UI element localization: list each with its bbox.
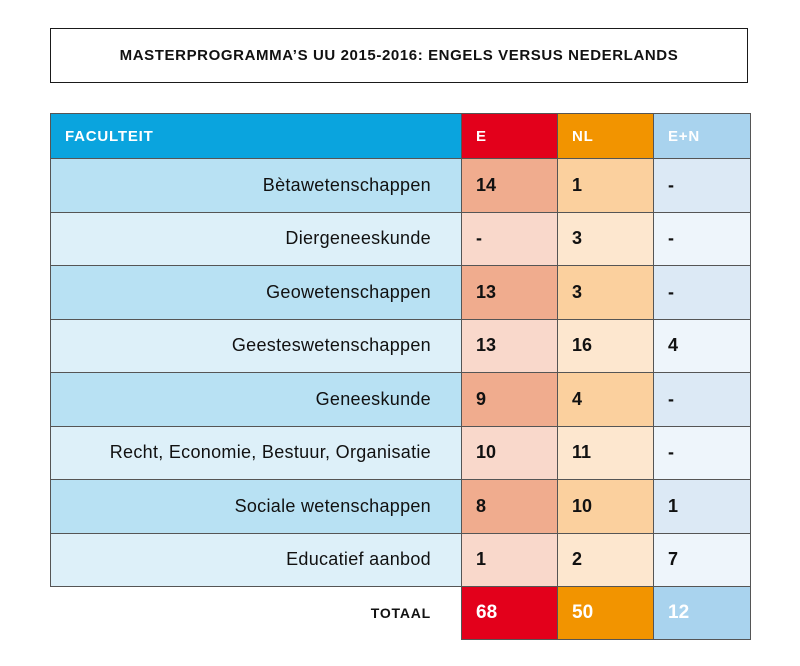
chart-title: MASTERPROGRAMMA’S UU 2015-2016: ENGELS V… <box>50 28 748 83</box>
table-row: Diergeneeskunde -3- <box>50 211 751 266</box>
e-n-value-cell: - <box>653 211 751 266</box>
table-row: Bètawetenschappen 14 1- <box>50 158 751 213</box>
table-row: Educatief aanbod 1 2 7 <box>50 532 751 587</box>
total-e-n-cell: 12 <box>653 586 751 640</box>
nl-value-cell: 16 <box>557 318 654 373</box>
column-header-e: E <box>461 113 558 159</box>
nl-value-cell: 11 <box>557 425 654 480</box>
e-value-cell: 14 <box>461 158 558 213</box>
table-row: Sociale wetenschappen 8 10 1 <box>50 479 751 534</box>
table-row: Geesteswetenschappen 13 16 4 <box>50 318 751 373</box>
total-row: TOTAAL 68 50 12 <box>50 586 751 640</box>
nl-value-cell: 3 <box>557 211 654 266</box>
column-header-e-n: E+N <box>653 113 751 159</box>
nl-value-cell: 10 <box>557 479 654 534</box>
nl-value-cell: 1 <box>557 158 654 213</box>
faculteit-cell: Recht, Economie, Bestuur, Organisatie <box>50 425 462 480</box>
e-value-cell: - <box>461 211 558 266</box>
faculteit-cell: Geowetenschappen <box>50 265 462 320</box>
column-header-faculteit: FACULTEIT <box>50 113 462 159</box>
e-value-cell: 13 <box>461 318 558 373</box>
faculteit-cell: Educatief aanbod <box>50 532 462 587</box>
table-row: Geneeskunde 9 4- <box>50 372 751 427</box>
e-value-cell: 9 <box>461 372 558 427</box>
faculteit-cell: Diergeneeskunde <box>50 211 462 266</box>
total-label: TOTAAL <box>50 586 462 640</box>
e-n-value-cell: - <box>653 425 751 480</box>
e-value-cell: 10 <box>461 425 558 480</box>
table-row: Geowetenschappen 13 3- <box>50 265 751 320</box>
faculteit-cell: Geesteswetenschappen <box>50 318 462 373</box>
e-value-cell: 1 <box>461 532 558 587</box>
e-n-value-cell: - <box>653 265 751 320</box>
faculteit-cell: Geneeskunde <box>50 372 462 427</box>
nl-value-cell: 4 <box>557 372 654 427</box>
e-n-value-cell: 4 <box>653 318 751 373</box>
e-value-cell: 8 <box>461 479 558 534</box>
faculteit-cell: Sociale wetenschappen <box>50 479 462 534</box>
faculteit-cell: Bètawetenschappen <box>50 158 462 213</box>
nl-value-cell: 2 <box>557 532 654 587</box>
total-nl-cell: 50 <box>557 586 654 640</box>
data-table: FACULTEIT E NL E+N Bètawetenschappen 14 1-… <box>50 113 751 640</box>
e-n-value-cell: 7 <box>653 532 751 587</box>
e-n-value-cell: 1 <box>653 479 751 534</box>
nl-value-cell: 3 <box>557 265 654 320</box>
column-header-nl: NL <box>557 113 654 159</box>
table-row: Recht, Economie, Bestuur, Organisatie 10 1… <box>50 425 751 480</box>
e-n-value-cell: - <box>653 372 751 427</box>
table-header-row: FACULTEIT E NL E+N <box>50 113 751 159</box>
e-value-cell: 13 <box>461 265 558 320</box>
e-n-value-cell: - <box>653 158 751 213</box>
total-e-cell: 68 <box>461 586 558 640</box>
